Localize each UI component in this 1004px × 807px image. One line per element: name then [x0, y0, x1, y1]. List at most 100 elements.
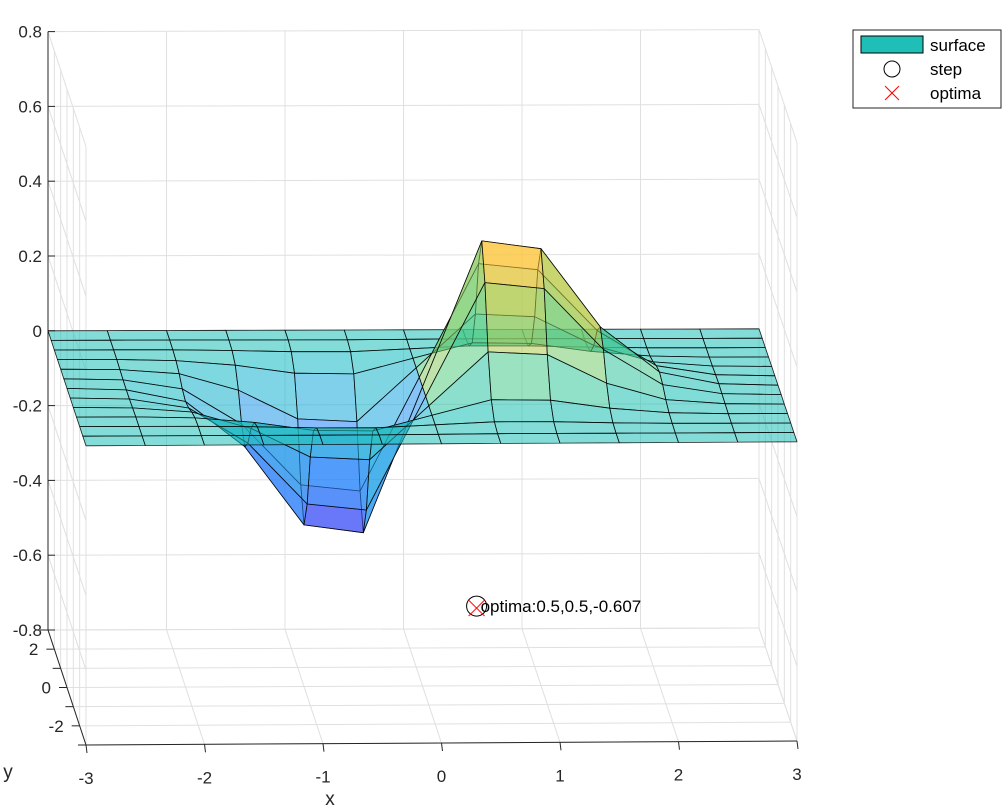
surface-face: [66, 387, 130, 400]
gridline: [79, 721, 791, 727]
x-tick-mark: [322, 743, 325, 752]
x-tick-label: -3: [78, 769, 93, 788]
surface-face: [493, 421, 558, 435]
surface-mesh: [47, 240, 798, 534]
surface-face: [72, 407, 137, 418]
surface-face: [79, 425, 143, 437]
surface-face: [702, 337, 766, 349]
legend-label-surface: surface: [930, 36, 986, 55]
legend-step-marker: [883, 60, 901, 78]
surface-face: [484, 282, 548, 356]
x-tick-mark: [559, 742, 562, 751]
surface-face: [69, 397, 134, 409]
surface-face: [256, 426, 321, 436]
surface-face: [718, 383, 782, 396]
z-tick-label: -0.2: [13, 397, 42, 416]
tick-labels: -0.8 -0.6 -0.4 -0.2 0 0.2 0.4 0.6 0.8 -3 -2 -1 0 1 2 3 -…: [13, 23, 802, 788]
step-marker: [466, 595, 488, 617]
z-tick-label: 0: [33, 322, 42, 341]
surface-face: [47, 330, 111, 341]
surface-face: [490, 399, 555, 423]
surface-face: [705, 347, 769, 358]
surface-face: [287, 339, 352, 353]
x-tick-label: 0: [437, 767, 446, 786]
surface-face: [615, 432, 679, 444]
surface-face: [169, 339, 233, 351]
x-tick-mark: [678, 741, 680, 750]
surface-face: [110, 339, 174, 351]
x-tick-label: 3: [792, 765, 801, 784]
surface-face: [699, 328, 763, 339]
x-axis-label: x: [325, 789, 335, 807]
surface-face: [612, 422, 676, 434]
z-tick-label: -0.4: [13, 471, 42, 490]
x-tick-label: -1: [315, 768, 330, 787]
surface-face: [556, 432, 620, 444]
gridline: [60, 665, 772, 669]
x-tick-label: 2: [674, 766, 683, 785]
surface-face: [724, 403, 788, 415]
legend-label-optima: optima: [930, 84, 982, 103]
surface-face: [135, 416, 199, 427]
y-tick-label: 0: [42, 679, 51, 698]
legend-label-step: step: [930, 60, 962, 79]
gridline: [47, 627, 760, 631]
surface-face: [225, 329, 289, 341]
x-tick-mark: [441, 742, 443, 752]
surface-face: [343, 329, 408, 341]
x-tick-mark: [204, 744, 206, 753]
optima-marker: [468, 599, 485, 617]
surface-face: [82, 435, 146, 447]
surface-face: [643, 337, 707, 349]
z-tick-label: 0.4: [18, 172, 42, 191]
surface-face: [197, 425, 262, 437]
gridline: [54, 646, 766, 650]
surface-face: [319, 434, 383, 445]
surface-face: [76, 416, 140, 428]
optima-annotation: optima:0.5,0.5,-0.607: [481, 597, 642, 616]
surface-face: [481, 240, 545, 290]
surface-face: [708, 356, 773, 367]
x-tick-mark: [85, 744, 88, 754]
surface-face: [57, 359, 121, 371]
surface-face: [260, 434, 324, 446]
legend[interactable]: surface step optima: [852, 29, 1002, 109]
surface-face: [290, 351, 355, 375]
z-tick-label: -0.8: [13, 621, 42, 640]
surface-face: [200, 434, 265, 446]
surface-face: [553, 421, 617, 434]
surface-face: [306, 456, 371, 511]
surface-face: [60, 368, 124, 381]
surface-face: [671, 422, 735, 434]
z-tick-label: 0.6: [18, 97, 42, 116]
x-tick-label: -2: [197, 768, 212, 787]
surface-face: [668, 412, 732, 424]
surface-face: [721, 393, 785, 405]
legend-optima-marker: [884, 85, 900, 101]
surface-face: [640, 328, 704, 340]
y-tick-label: 2: [29, 640, 38, 659]
surface-face: [731, 422, 795, 434]
y-axis-label: y: [3, 762, 13, 783]
z-tick-label: -0.6: [13, 546, 42, 565]
gridline: [66, 684, 779, 688]
surface-face: [113, 349, 177, 362]
surface-face: [437, 433, 502, 445]
surface-face: [106, 330, 171, 341]
markers: [466, 595, 488, 617]
legend-surface-swatch: [860, 35, 924, 54]
surface-face: [284, 329, 348, 341]
surface-face: [228, 339, 292, 353]
surface-face: [727, 413, 792, 424]
surface-face: [166, 329, 230, 341]
surface-face: [497, 432, 561, 444]
z-tick-label: 0.2: [18, 247, 42, 266]
surface-face: [646, 347, 710, 358]
surface-face: [53, 349, 118, 361]
y-tick-label: -2: [49, 717, 64, 736]
surface-face: [138, 425, 202, 437]
surface-face: [734, 431, 798, 443]
x-tick-label: 1: [555, 766, 564, 785]
surface-face: [141, 435, 205, 446]
